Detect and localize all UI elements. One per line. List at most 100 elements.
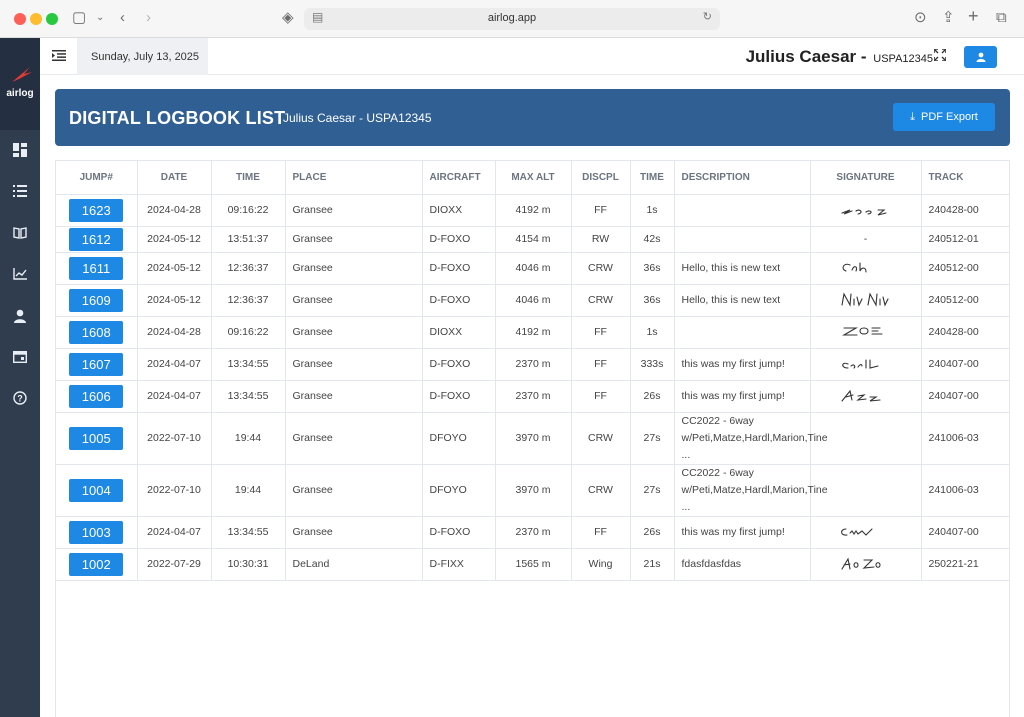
header-description[interactable]: DESCRIPTION xyxy=(674,161,811,195)
track-cell[interactable]: 240512-01 xyxy=(921,226,1010,253)
table-row[interactable]: 1607 2024-04-07 13:34:55 Gransee D-FOXO 2370 … xyxy=(56,348,1010,381)
aircraft-cell: D-FIXX xyxy=(422,548,496,581)
aircraft-cell: D-FOXO xyxy=(422,348,496,381)
table-row[interactable]: 1609 2024-05-12 12:36:37 Gransee D-FOXO 4046 … xyxy=(56,284,1010,317)
chevron-down-icon[interactable]: ⌄ xyxy=(96,12,105,23)
freefall-time-cell: 21s xyxy=(630,548,675,581)
discipline-cell: FF xyxy=(571,380,631,413)
fullscreen-icon[interactable] xyxy=(933,48,947,64)
max-alt-cell: 1565 m xyxy=(495,548,572,581)
aircraft-cell: D-FOXO xyxy=(422,284,496,317)
jump-cell: 1003 xyxy=(56,516,138,549)
table-row[interactable]: 1005 2022-07-10 19:44 Gransee DFOYO 3970 m CRW… xyxy=(56,412,1010,465)
back-icon[interactable]: ‹ xyxy=(120,9,125,26)
pdf-export-button[interactable]: ⤓ PDF Export xyxy=(893,103,995,131)
user-icon[interactable] xyxy=(12,309,28,325)
discipline-cell: RW xyxy=(571,226,631,253)
header-discipline[interactable]: DISCPL xyxy=(571,161,631,195)
jump-number-button[interactable]: 1002 xyxy=(69,552,124,576)
book-icon[interactable] xyxy=(12,226,28,242)
jump-cell: 1612 xyxy=(56,226,138,253)
table-row[interactable]: 1611 2024-05-12 12:36:37 Gransee D-FOXO 4046 … xyxy=(56,252,1010,285)
signature-cell xyxy=(810,380,922,413)
header-track[interactable]: TRACK xyxy=(921,161,1010,195)
help-icon[interactable]: ? xyxy=(12,391,28,407)
track-cell[interactable]: 241006-03 xyxy=(921,464,1010,517)
jump-number-button[interactable]: 1623 xyxy=(69,198,124,222)
user-name: Julius Caesar - xyxy=(745,47,867,66)
freefall-time-cell: 1s xyxy=(630,316,675,349)
description-cell: Hello, this is new text xyxy=(674,252,811,285)
track-cell[interactable]: 240512-00 xyxy=(921,252,1010,285)
track-cell[interactable]: 250221-21 xyxy=(921,548,1010,581)
table-header-row: JUMP# DATE TIME PLACE AIRCRAFT MAX ALT D… xyxy=(56,161,1010,195)
header-freefall-time[interactable]: TIME xyxy=(630,161,675,195)
jump-number-button[interactable]: 1004 xyxy=(69,478,124,502)
track-cell[interactable]: 240407-00 xyxy=(921,348,1010,381)
description-cell: fdasfdasfdas xyxy=(674,548,811,581)
logo[interactable]: airlog xyxy=(0,38,40,130)
list-icon[interactable] xyxy=(12,184,28,200)
header-time[interactable]: TIME xyxy=(211,161,286,195)
max-alt-cell: 2370 m xyxy=(495,348,572,381)
aircraft-cell: DFOYO xyxy=(422,464,496,517)
track-cell[interactable]: 240407-00 xyxy=(921,516,1010,549)
description-cell xyxy=(674,316,811,349)
maximize-window-button[interactable] xyxy=(46,13,58,25)
menu-toggle-icon[interactable] xyxy=(52,49,66,63)
header-signature[interactable]: SIGNATURE xyxy=(810,161,922,195)
jump-number-button[interactable]: 1609 xyxy=(69,288,124,312)
sidebar-toggle-icon[interactable]: ▢ xyxy=(72,9,87,26)
download-icon: ⤓ xyxy=(910,111,915,123)
time-cell: 12:36:37 xyxy=(211,252,286,285)
table-row[interactable]: 1612 2024-05-12 13:51:37 Gransee D-FOXO 4154 … xyxy=(56,226,1010,253)
place-cell: Gransee xyxy=(285,284,423,317)
share-icon[interactable]: ⇪ xyxy=(942,9,955,26)
jump-number-button[interactable]: 1005 xyxy=(69,426,124,450)
forward-icon[interactable]: › xyxy=(146,9,151,26)
aircraft-cell: D-FOXO xyxy=(422,226,496,253)
minimize-window-button[interactable] xyxy=(30,13,42,25)
table-row[interactable]: 1606 2024-04-07 13:34:55 Gransee D-FOXO 2370 … xyxy=(56,380,1010,413)
description-cell xyxy=(674,226,811,253)
track-cell[interactable]: 240407-00 xyxy=(921,380,1010,413)
header-jump[interactable]: JUMP# xyxy=(56,161,138,195)
jump-number-button[interactable]: 1612 xyxy=(69,227,124,251)
freefall-time-cell: 1s xyxy=(630,194,675,227)
track-cell[interactable]: 240428-00 xyxy=(921,194,1010,227)
discipline-cell: CRW xyxy=(571,252,631,285)
table-row[interactable]: 1004 2022-07-10 19:44 Gransee DFOYO 3970 m CRW… xyxy=(56,464,1010,517)
jump-number-button[interactable]: 1606 xyxy=(69,384,124,408)
page-subtitle: Julius Caesar - USPA12345 xyxy=(283,111,432,125)
jump-number-button[interactable]: 1611 xyxy=(69,256,124,280)
aircraft-cell: DFOYO xyxy=(422,412,496,465)
place-cell: Gransee xyxy=(285,316,423,349)
close-window-button[interactable] xyxy=(14,13,26,25)
header-max-alt[interactable]: MAX ALT xyxy=(495,161,572,195)
table-row[interactable]: 1003 2024-04-07 13:34:55 Gransee D-FOXO 2370 … xyxy=(56,516,1010,549)
header-date[interactable]: DATE xyxy=(137,161,212,195)
dashboard-icon[interactable] xyxy=(12,143,28,159)
chart-icon[interactable] xyxy=(12,267,28,283)
table-row[interactable]: 1623 2024-04-28 09:16:22 Gransee DIOXX 4192 m… xyxy=(56,194,1010,227)
new-tab-icon[interactable]: + xyxy=(968,6,979,26)
reload-icon[interactable]: ↻ xyxy=(702,11,712,23)
download-icon[interactable]: ⊙ xyxy=(914,9,927,26)
tab-overview-icon[interactable]: ⧉ xyxy=(996,9,1007,26)
header-place[interactable]: PLACE xyxy=(285,161,423,195)
privacy-icon[interactable]: ◈ xyxy=(282,9,294,26)
track-cell[interactable]: 240428-00 xyxy=(921,316,1010,349)
jump-number-button[interactable]: 1607 xyxy=(69,352,124,376)
app-header: Sunday, July 13, 2025 Julius Caesar - US… xyxy=(40,38,1024,75)
track-cell[interactable]: 240512-00 xyxy=(921,284,1010,317)
calendar-icon[interactable] xyxy=(12,350,28,366)
header-aircraft[interactable]: AIRCRAFT xyxy=(422,161,496,195)
table-row[interactable]: 1002 2022-07-29 10:30:31 DeLand D-FIXX 1565 m… xyxy=(56,548,1010,581)
jump-number-button[interactable]: 1003 xyxy=(69,520,124,544)
aircraft-cell: DIOXX xyxy=(422,194,496,227)
address-bar[interactable]: ▤ airlog.app ↻ xyxy=(304,8,720,30)
profile-button[interactable] xyxy=(964,46,997,68)
table-row[interactable]: 1608 2024-04-28 09:16:22 Gransee DIOXX 4192 m… xyxy=(56,316,1010,349)
jump-number-button[interactable]: 1608 xyxy=(69,320,124,344)
track-cell[interactable]: 241006-03 xyxy=(921,412,1010,465)
